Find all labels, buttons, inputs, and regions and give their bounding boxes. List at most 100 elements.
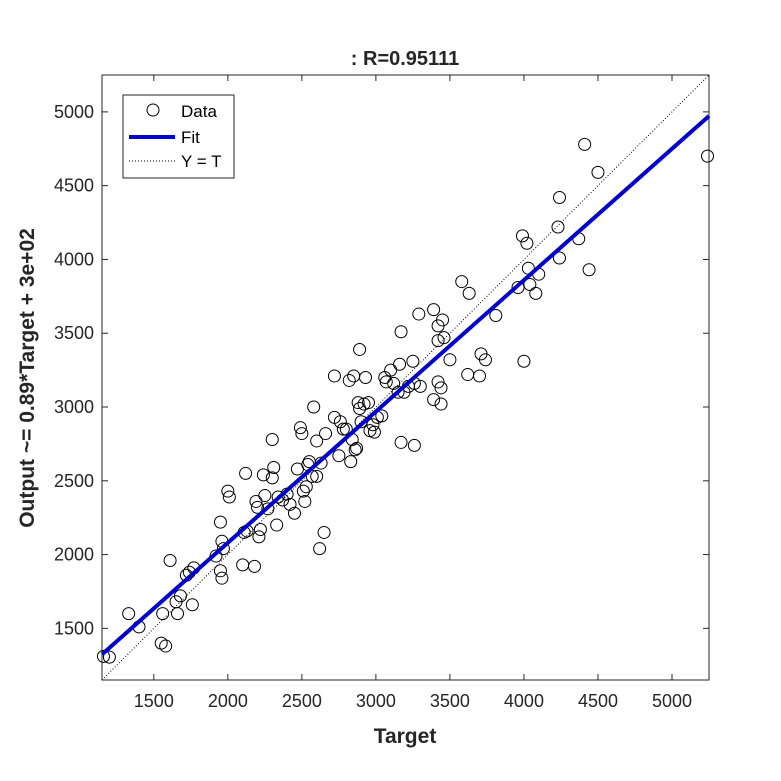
data-point	[336, 422, 350, 436]
data-point	[353, 401, 367, 415]
data-point	[427, 303, 441, 317]
data-point	[239, 466, 253, 480]
data-point	[434, 381, 448, 395]
data-point	[213, 515, 227, 529]
data-point	[317, 525, 331, 539]
data-point	[406, 354, 420, 368]
data-point	[359, 371, 373, 384]
y-axis-ticks: 1500 2000 2500 3000 3500 4000 4500 5000	[54, 102, 709, 638]
x-axis-label: Target	[374, 725, 437, 748]
data-point	[154, 636, 168, 650]
data-point	[427, 393, 441, 407]
y-tick-label: 2000	[54, 545, 94, 565]
data-point	[342, 373, 356, 387]
data-point	[307, 400, 321, 414]
x-tick-label: 4000	[504, 691, 544, 711]
data-point	[413, 379, 427, 393]
data-point	[391, 385, 405, 399]
y-tick-label: 3500	[54, 323, 94, 343]
data-point	[552, 190, 566, 204]
data-point	[310, 434, 324, 448]
data-point	[256, 468, 270, 482]
x-tick-label: 3000	[356, 691, 396, 711]
data-point	[379, 375, 393, 389]
data-point	[515, 229, 529, 243]
data-point	[221, 484, 235, 498]
legend-label-identity: Y = T	[181, 152, 221, 171]
data-point	[551, 220, 565, 234]
data-point	[299, 480, 313, 494]
data-point	[171, 607, 185, 621]
data-point	[701, 149, 715, 163]
x-axis-ticks: 1500 2000 2500 3000 3500 4000 4500 5000	[134, 75, 692, 711]
fit-line-layer	[100, 114, 711, 656]
data-point	[271, 490, 285, 504]
identity-line-layer	[101, 74, 710, 681]
data-point	[361, 396, 375, 410]
data-point	[163, 553, 177, 567]
data-point	[591, 165, 605, 179]
x-tick-label: 3500	[430, 691, 470, 711]
data-point	[252, 530, 266, 544]
fit-line	[100, 114, 711, 656]
x-tick-label: 4500	[578, 691, 618, 711]
data-point	[348, 443, 362, 457]
data-point	[375, 409, 389, 423]
data-point	[478, 353, 492, 367]
data-point	[258, 489, 272, 503]
y-tick-label: 3000	[54, 397, 94, 417]
data-point	[520, 236, 534, 250]
data-point	[394, 325, 408, 339]
data-point	[265, 471, 279, 485]
data-point	[344, 455, 358, 469]
data-point	[253, 522, 267, 536]
data-point	[295, 427, 309, 441]
x-tick-label: 2500	[282, 691, 322, 711]
data-point	[213, 564, 227, 578]
data-point	[185, 598, 199, 612]
data-point	[443, 353, 457, 367]
data-point	[437, 331, 451, 345]
data-point	[156, 607, 170, 621]
data-point	[367, 425, 381, 439]
x-tick-label: 2000	[208, 691, 248, 711]
data-point	[293, 421, 307, 435]
data-point	[462, 286, 476, 300]
data-point	[216, 542, 230, 556]
data-point	[366, 418, 380, 432]
y-tick-label: 1500	[54, 618, 94, 638]
legend-data-marker	[146, 103, 160, 117]
data-point	[222, 490, 236, 504]
data-point	[431, 375, 445, 389]
legend-label-fit: Fit	[181, 128, 200, 147]
y-tick-label: 4500	[54, 176, 94, 196]
chart-title: : R=0.95111	[351, 48, 459, 70]
y-axis-label: Output ~= 0.89*Target + 3e+02	[16, 228, 39, 528]
data-point	[394, 435, 408, 449]
data-point	[578, 137, 592, 151]
data-point	[327, 369, 341, 383]
data-point	[261, 502, 275, 516]
data-point	[431, 334, 445, 348]
data-point	[582, 263, 596, 277]
data-point	[353, 342, 367, 356]
identity-line	[101, 74, 710, 681]
data-point	[393, 357, 407, 371]
data-point	[436, 313, 450, 327]
data-point	[270, 518, 284, 532]
data-point	[489, 309, 503, 323]
data-point	[517, 354, 531, 368]
data-point	[287, 506, 301, 520]
data-point	[455, 275, 469, 289]
data-point	[250, 500, 264, 514]
x-tick-label: 5000	[652, 691, 692, 711]
data-point	[384, 363, 398, 377]
data-point	[552, 251, 566, 265]
data-point	[434, 397, 448, 411]
data-point	[351, 396, 365, 410]
data-point	[102, 650, 116, 664]
data-point	[249, 494, 263, 508]
data-point	[529, 286, 543, 300]
data-point	[159, 639, 173, 653]
